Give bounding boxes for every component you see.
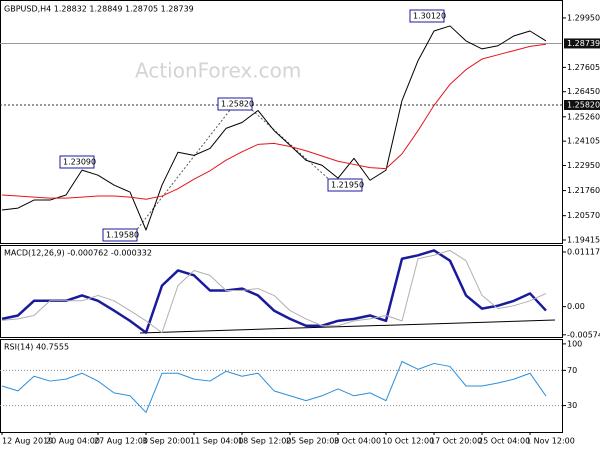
level-box xyxy=(564,38,600,49)
macd-title: MACD(12,26,9) -0.000762 -0.000332 xyxy=(4,249,152,258)
annotation-label: 1.25820 xyxy=(221,100,254,109)
y-tick-label: 100 xyxy=(567,339,582,348)
main-title: GBPUSD,H4 1.28832 1.28849 1.28705 1.2873… xyxy=(4,5,194,14)
level-box xyxy=(564,99,600,110)
annotation-box xyxy=(102,228,138,242)
annotation-label: 1.21950 xyxy=(331,181,364,190)
watermark: ActionForex.com xyxy=(135,59,301,83)
y-tick-label: 0.011177 xyxy=(567,247,600,256)
y-tick-label: 1.26450 xyxy=(567,87,600,96)
y-tick-label: 1.21760 xyxy=(567,186,600,195)
series-line xyxy=(1,249,547,334)
x-tick-label: 11 Sep 04:00 xyxy=(190,437,243,446)
x-tick-label: 25 Oct 04:00 xyxy=(478,437,530,446)
x-tick-label: 18 Sep 12:00 xyxy=(238,437,291,446)
annotation-label: 1.30120 xyxy=(413,12,446,21)
y-tick-label: 1.27605 xyxy=(567,63,600,72)
x-tick-label: 3 Oct 04:00 xyxy=(334,437,381,446)
rsi-pane xyxy=(0,339,563,433)
y-tick-label: 30 xyxy=(567,401,577,410)
x-tick-label: 27 Aug 12:00 xyxy=(94,437,148,446)
rsi-title: RSI(14) 40.7555 xyxy=(4,343,69,352)
swing-line xyxy=(251,109,333,183)
x-tick-label: 20 Aug 04:00 xyxy=(46,437,100,446)
series-line xyxy=(1,25,547,231)
x-tick-label: 3 Sep 20:00 xyxy=(142,437,190,446)
x-tick-label: 17 Oct 20:00 xyxy=(430,437,482,446)
x-tick-label: 1 Nov 12:00 xyxy=(526,437,575,446)
series-line xyxy=(1,361,547,413)
macd-pane xyxy=(0,245,563,338)
y-tick-label: 1.22950 xyxy=(567,161,600,170)
annotation-box xyxy=(409,9,445,23)
annotation-label: 1.19580 xyxy=(106,231,139,240)
x-tick-label: 12 Aug 2019 xyxy=(2,437,53,446)
y-tick-label: 1.20570 xyxy=(567,211,600,220)
y-tick-label: 1.25260 xyxy=(567,112,600,121)
y-tick-label: 70 xyxy=(567,366,577,375)
y-tick-label: 1.19415 xyxy=(567,236,600,245)
trend-line xyxy=(139,319,556,334)
series-line xyxy=(1,249,547,334)
annotation-box xyxy=(327,178,363,192)
level-label: 1.28739 xyxy=(567,39,600,48)
series-line xyxy=(1,43,547,200)
annotation-label: 1.23090 xyxy=(63,158,96,167)
x-tick-label: 10 Oct 12:00 xyxy=(382,437,434,446)
y-tick-label: 1.29950 xyxy=(567,13,600,22)
main-pane xyxy=(0,0,563,244)
y-tick-label: -0.005746 xyxy=(567,330,600,339)
swing-line xyxy=(134,109,231,233)
y-tick-label: 0.00 xyxy=(567,302,585,311)
annotation-box xyxy=(59,155,95,169)
x-tick-label: 25 Sep 20:00 xyxy=(286,437,339,446)
level-label: 1.25820 xyxy=(567,100,600,109)
y-tick-label: 1.24105 xyxy=(567,137,600,146)
annotation-box xyxy=(217,97,253,111)
